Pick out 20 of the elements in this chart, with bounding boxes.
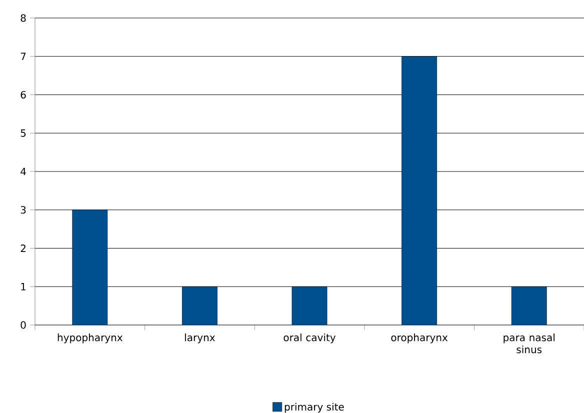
- y-tick-label: 3: [20, 206, 26, 214]
- x-tick-label: para nasal sinus: [504, 334, 554, 354]
- x-tick-label: oropharynx: [391, 334, 448, 344]
- y-tick-label: 2: [20, 244, 26, 252]
- y-tick-label: 5: [20, 129, 26, 137]
- y-tick-label: 0: [20, 321, 26, 329]
- y-tick-label: 6: [20, 90, 26, 99]
- y-tick-label: 1: [21, 282, 26, 290]
- y-tick-label: 7: [20, 52, 26, 60]
- y-tick-label: 8: [20, 14, 26, 22]
- bar: [402, 56, 437, 325]
- bar: [72, 210, 108, 325]
- x-tick-label: larynx: [185, 334, 215, 344]
- x-tick-label: hypopharynx: [58, 334, 123, 344]
- bar: [292, 286, 328, 325]
- bar: [182, 286, 218, 325]
- legend-label: primary site: [284, 402, 344, 413]
- bar: [511, 286, 547, 325]
- y-tick-label: 4: [20, 168, 26, 176]
- x-tick-label: oral cavity: [284, 334, 336, 344]
